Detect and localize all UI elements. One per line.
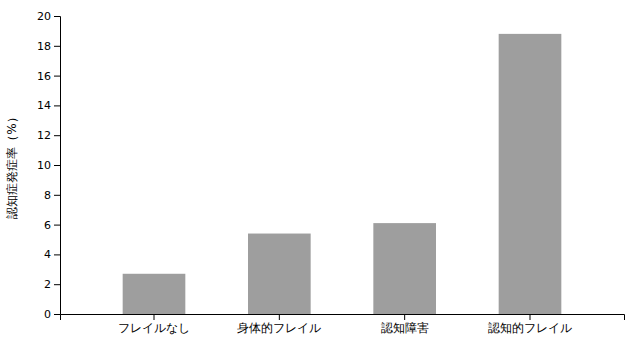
y-axis-line bbox=[54, 17, 61, 315]
y-tick-label: 12 bbox=[37, 129, 51, 142]
y-tick: 20 bbox=[37, 10, 60, 23]
chart-container: フレイルなし 身体的フレイル 認知障害 認知的フレイル 0 2 4 6 8 10 12 14 16 18 2… bbox=[0, 0, 640, 350]
y-tick-label: 10 bbox=[37, 159, 51, 172]
bar bbox=[373, 223, 436, 314]
x-tick-mark bbox=[279, 314, 280, 320]
x-tick-label: フレイルなし bbox=[118, 321, 190, 335]
y-tick: 0 bbox=[44, 308, 60, 321]
y-tick-label: 18 bbox=[37, 40, 51, 53]
y-tick-label: 8 bbox=[44, 189, 51, 202]
y-tick-mark bbox=[54, 314, 60, 315]
bar bbox=[248, 234, 311, 314]
y-tick-mark bbox=[54, 46, 60, 47]
y-tick: 4 bbox=[44, 248, 60, 261]
y-tick-label: 2 bbox=[44, 278, 51, 291]
y-tick: 2 bbox=[44, 278, 60, 291]
x-tick-label: 認知障害 bbox=[381, 321, 429, 335]
y-tick-mark bbox=[54, 284, 60, 285]
x-tick: 認知的フレイル bbox=[488, 314, 572, 335]
y-tick: 6 bbox=[44, 219, 60, 232]
y-tick-label: 0 bbox=[44, 308, 51, 321]
bar bbox=[499, 34, 562, 314]
y-axis-title: 認知症発症率（%） bbox=[5, 111, 19, 218]
y-tick-mark bbox=[54, 76, 60, 77]
y-tick-label: 4 bbox=[44, 248, 51, 261]
y-tick: 12 bbox=[37, 129, 60, 142]
y-tick-label: 14 bbox=[37, 99, 51, 112]
bar bbox=[123, 274, 186, 314]
y-axis: 0 2 4 6 8 10 12 14 16 18 20 bbox=[37, 10, 61, 321]
x-tick: フレイルなし bbox=[118, 314, 190, 335]
y-tick: 14 bbox=[37, 99, 60, 112]
y-tick-mark bbox=[54, 225, 60, 226]
x-tick-label: 認知的フレイル bbox=[488, 321, 572, 335]
x-tick-label: 身体的フレイル bbox=[237, 321, 321, 335]
y-tick-mark bbox=[54, 16, 60, 17]
x-tick-mark bbox=[404, 314, 405, 320]
y-tick-label: 6 bbox=[44, 219, 51, 232]
y-tick: 8 bbox=[44, 189, 60, 202]
y-tick-label: 20 bbox=[37, 10, 51, 23]
y-tick-mark bbox=[54, 105, 60, 106]
chart-svg: フレイルなし 身体的フレイル 認知障害 認知的フレイル 0 2 4 6 8 10 12 14 16 18 2… bbox=[0, 0, 640, 350]
y-tick: 10 bbox=[37, 159, 60, 172]
x-tick: 身体的フレイル bbox=[237, 314, 321, 335]
x-tick: 認知障害 bbox=[381, 314, 429, 335]
x-axis: フレイルなし 身体的フレイル 認知障害 認知的フレイル bbox=[61, 314, 625, 335]
y-tick: 16 bbox=[37, 70, 60, 83]
y-tick-mark bbox=[54, 165, 60, 166]
y-tick: 18 bbox=[37, 40, 60, 53]
y-tick-mark bbox=[54, 195, 60, 196]
x-tick-mark bbox=[154, 314, 155, 320]
y-tick-label: 16 bbox=[37, 70, 51, 83]
y-tick-mark bbox=[54, 254, 60, 255]
x-tick-mark bbox=[530, 314, 531, 320]
bars bbox=[123, 34, 562, 314]
x-axis-line bbox=[61, 315, 625, 321]
y-tick-mark bbox=[54, 135, 60, 136]
